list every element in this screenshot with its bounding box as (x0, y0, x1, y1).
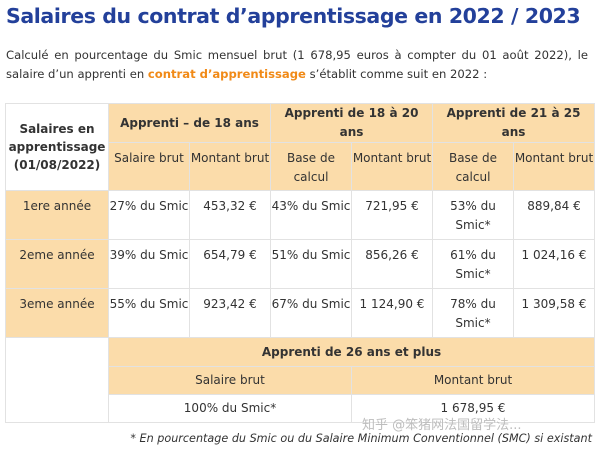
footnote: * En pourcentage du Smic ou du Salaire M… (130, 432, 592, 445)
intro-text-start: Calculé en pourcentage du Smic mensuel b… (6, 48, 588, 81)
table-cell: 1 024,16 € (513, 239, 595, 289)
table-cell: 27% du Smic (108, 190, 190, 240)
group-header-26-plus: Apprenti de 26 ans et plus (108, 337, 595, 367)
table-cell: 39% du Smic (108, 239, 190, 289)
subheader-cell: Montant brut (513, 142, 595, 191)
group-header-21-25: Apprenti de 21 à 25 ans (432, 103, 595, 143)
table-cell: 1 309,58 € (513, 288, 595, 338)
intro-text-end: s’établit comme suit en 2022 : (305, 67, 488, 81)
table-corner-header: Salaires en apprentissage (01/08/2022) (5, 103, 109, 191)
table-cell: 1 124,90 € (351, 288, 433, 338)
subheader-cell: Salaire brut (108, 142, 190, 191)
table-cell: 61% du Smic* (432, 239, 514, 289)
salary-table: Salaires en apprentissage (01/08/2022) A… (5, 103, 595, 423)
table-cell: 51% du Smic (270, 239, 352, 289)
subheader-cell: Montant brut (189, 142, 271, 191)
table-cell: 100% du Smic* (108, 394, 352, 423)
table-cell: 78% du Smic* (432, 288, 514, 338)
subheader-cell: Salaire brut (108, 366, 352, 395)
table-cell: 923,42 € (189, 288, 271, 338)
table-cell: 453,32 € (189, 190, 271, 240)
subheader-cell: Montant brut (351, 366, 595, 395)
year-label: 3eme année (5, 288, 109, 338)
table-row: 100% du Smic* 1 678,95 € (6, 394, 595, 423)
table-cell: 55% du Smic (108, 288, 190, 338)
table-cell: 654,79 € (189, 239, 271, 289)
year-label: 2eme année (5, 239, 109, 289)
table-cell: 53% du Smic* (432, 190, 514, 240)
table-cell: 889,84 € (513, 190, 595, 240)
contract-link[interactable]: contrat d’apprentissage (147, 67, 306, 81)
table-cell: 43% du Smic (270, 190, 352, 240)
table-cell: 1 678,95 € (351, 394, 595, 423)
table-cell: 721,95 € (351, 190, 433, 240)
blank-cell (5, 337, 109, 423)
subheader-cell: Base de calcul (432, 142, 514, 191)
watermark: 知乎 @笨猪网法国留学法... (362, 418, 522, 433)
subheader-cell: Montant brut (351, 142, 433, 191)
table-row: 2eme année 39% du Smic 654,79 € 51% du S… (5, 239, 595, 289)
page-title: Salaires du contrat d’apprentissage en 2… (6, 4, 581, 28)
year-label: 1ere année (5, 190, 109, 240)
group-header-18-20: Apprenti de 18 à 20 ans (270, 103, 433, 143)
intro-paragraph: Calculé en pourcentage du Smic mensuel b… (6, 46, 588, 84)
group-header-under-18: Apprenti – de 18 ans (108, 103, 271, 143)
table-row: 3eme année 55% du Smic 923,42 € 67% du S… (5, 288, 595, 338)
table-row: 1ere année 27% du Smic 453,32 € 43% du S… (5, 190, 595, 240)
subheader-cell: Base de calcul (270, 142, 352, 191)
table-cell: 67% du Smic (270, 288, 352, 338)
table-cell: 856,26 € (351, 239, 433, 289)
